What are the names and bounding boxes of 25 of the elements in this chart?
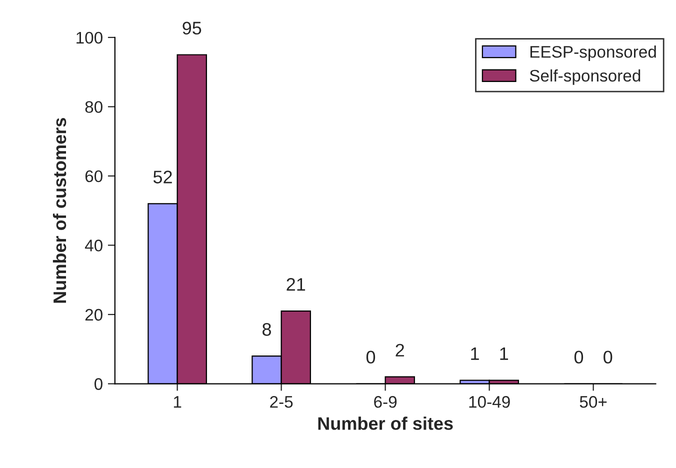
x-tick-label: 1: [174, 396, 182, 408]
x-tick-label: 6-9: [374, 396, 397, 408]
data-label: 2: [396, 344, 404, 356]
x-axis-title: Number of sites: [318, 416, 453, 430]
y-tick-label: 100: [76, 32, 102, 44]
y-tick-label: 20: [85, 308, 102, 321]
data-label: 1: [500, 347, 508, 360]
legend-label: EESP-sponsored: [530, 46, 656, 62]
y-axis-title: Number of customers: [52, 118, 66, 303]
data-label: 0: [604, 350, 612, 364]
data-label: 0: [366, 350, 376, 364]
x-tick-label: 2-5: [270, 396, 293, 408]
y-tick-label: 80: [85, 101, 102, 113]
data-label: 0: [574, 350, 584, 364]
x-tick-label: 10-49: [469, 396, 510, 408]
x-tick-label: 50+: [580, 396, 607, 408]
data-label: 21: [286, 278, 306, 291]
y-tick-label: 60: [85, 170, 102, 182]
y-tick-label: 40: [84, 240, 102, 252]
data-label: 1: [471, 347, 479, 360]
legend-label: Self-sponsored: [530, 69, 640, 85]
data-label: 8: [262, 323, 271, 336]
data-label: 52: [153, 170, 172, 184]
data-label: 95: [182, 22, 202, 35]
y-tick-label: 0: [94, 378, 102, 390]
